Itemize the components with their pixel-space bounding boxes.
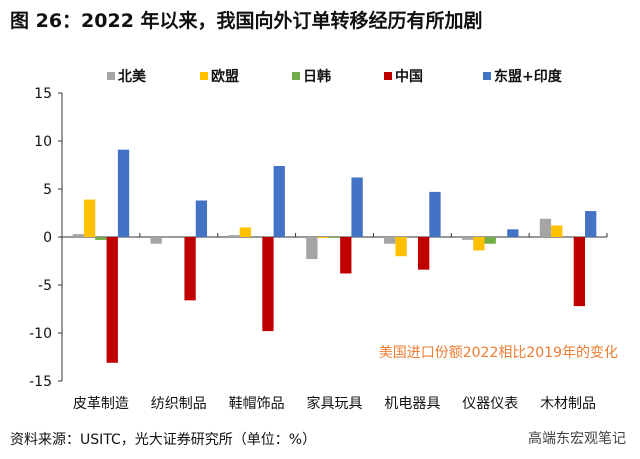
y-tick-label: 0 — [43, 230, 52, 246]
legend-label: 北美 — [118, 68, 147, 85]
bar-欧盟 — [317, 237, 329, 238]
legend-label: 日韩 — [303, 68, 331, 85]
bar-中国 — [340, 237, 352, 274]
bar-欧盟 — [83, 199, 96, 237]
watermark: 高端东宏观笔记 — [528, 431, 626, 447]
bar-北美 — [228, 235, 240, 237]
bar-北美 — [306, 237, 318, 260]
x-tick-label: 仪器仪表 — [462, 396, 518, 412]
bar-东盟+印度 — [507, 229, 519, 237]
bar-东盟+印度 — [117, 149, 130, 237]
y-tick-label: -15 — [29, 374, 52, 390]
bar-北美 — [384, 237, 396, 244]
y-tick-label: 5 — [43, 182, 52, 198]
legend-swatch — [292, 72, 300, 80]
x-tick-label: 木材制品 — [540, 396, 596, 412]
bar-日韩 — [95, 237, 107, 240]
y-tick-label: 10 — [34, 134, 52, 150]
legend-label: 中国 — [395, 68, 423, 85]
bar-日韩 — [328, 237, 341, 238]
bar-欧盟 — [473, 237, 485, 251]
legend-swatch — [483, 72, 491, 80]
legend-label: 东盟+印度 — [494, 68, 563, 85]
bar-欧盟 — [395, 237, 407, 257]
bar-中国 — [106, 237, 118, 363]
legend-label: 欧盟 — [211, 68, 239, 85]
legend-swatch — [107, 72, 115, 80]
bar-东盟+印度 — [195, 200, 208, 237]
chart-title: 图 26：2022 年以来，我国向外订单转移经历有所加剧 — [10, 10, 483, 32]
bar-北美 — [72, 234, 84, 237]
bar-东盟+印度 — [585, 211, 597, 237]
x-tick-label: 鞋帽饰品 — [229, 396, 285, 412]
bar-欧盟 — [239, 227, 251, 237]
x-tick-label: 家具玩具 — [307, 395, 363, 412]
bar-东盟+印度 — [351, 177, 363, 237]
bar-东盟+印度 — [273, 165, 285, 237]
bar-日韩 — [484, 237, 496, 244]
x-tick-label: 机电器具 — [384, 396, 440, 412]
bar-中国 — [573, 237, 586, 307]
bar-东盟+印度 — [429, 191, 441, 237]
source-note: 资料来源：USITC，光大证券研究所（单位：%） — [10, 432, 317, 448]
bar-中国 — [262, 237, 274, 332]
bar-欧盟 — [551, 225, 563, 237]
bar-北美 — [539, 218, 552, 237]
y-tick-label: 15 — [34, 86, 52, 102]
x-tick-label: 皮革制造 — [73, 396, 129, 412]
x-tick-label: 纺织制品 — [151, 396, 207, 412]
legend-swatch — [200, 72, 208, 80]
bar-中国 — [184, 237, 196, 301]
bar-中国 — [418, 237, 430, 270]
annotation: 美国进口份额2022相比2019年的变化 — [379, 345, 618, 361]
legend-swatch — [384, 72, 392, 80]
y-tick-label: -10 — [29, 326, 52, 342]
bar-北美 — [150, 237, 162, 244]
y-tick-label: -5 — [38, 278, 52, 294]
bar-北美 — [461, 237, 474, 240]
